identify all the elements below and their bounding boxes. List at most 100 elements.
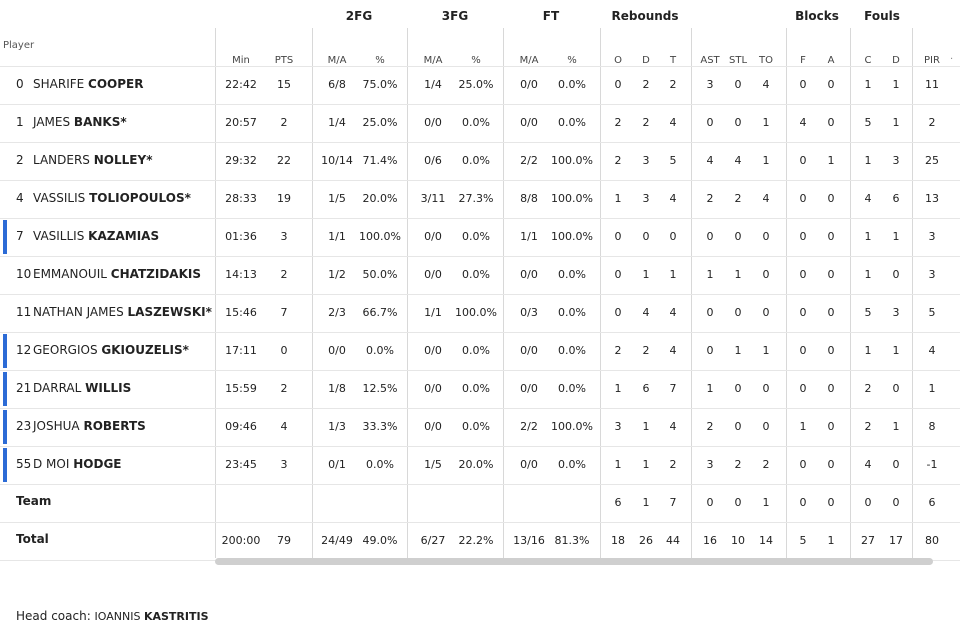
stat-cell: 2 — [706, 192, 714, 205]
column-divider — [786, 28, 787, 558]
player-number: 11 — [16, 305, 32, 319]
stat-cell: 29:32 — [225, 154, 257, 167]
stat-cell: 15:59 — [225, 382, 257, 395]
player-last-name: GKIOUZELIS* — [101, 343, 189, 357]
group-header-2fg: 2FG — [345, 9, 373, 23]
stat-cell: 0 — [799, 344, 807, 357]
player-last-name: BANKS* — [73, 115, 127, 129]
player-name-cell[interactable]: 1 JAMES BANKS* — [16, 115, 127, 129]
stat-cell: 1/4 — [424, 78, 442, 91]
column-header[interactable]: M/A — [423, 55, 443, 66]
column-header[interactable]: O — [614, 55, 622, 66]
stat-cell: 14 — [759, 534, 773, 547]
column-header[interactable]: PIR — [924, 55, 940, 66]
stat-cell: 17 — [889, 534, 903, 547]
player-name-cell[interactable]: 4 VASSILIS TOLIOPOULOS* — [16, 191, 191, 205]
column-header[interactable]: STL — [728, 55, 748, 66]
stat-cell: 0/3 — [520, 306, 538, 319]
group-header-blocks: Blocks — [795, 9, 839, 23]
stat-cell: 0/1 — [328, 458, 346, 471]
stat-cell: 3 — [280, 458, 288, 471]
column-header[interactable]: M/A — [327, 55, 347, 66]
column-divider — [407, 28, 408, 558]
column-header[interactable]: F — [800, 55, 806, 66]
player-name-cell[interactable]: 55 D MOI HODGE — [16, 457, 122, 471]
horizontal-scrollbar[interactable] — [215, 558, 933, 565]
stat-cell: 0 — [827, 268, 835, 281]
player-last-name: WILLIS — [85, 381, 132, 395]
stat-cell: 2 — [280, 268, 288, 281]
column-header[interactable]: TO — [759, 55, 773, 66]
stat-cell: 1 — [706, 268, 714, 281]
stat-cell: 4 — [799, 116, 807, 129]
stat-cell: 0 — [706, 496, 714, 509]
stat-cell: 0.0% — [462, 116, 490, 129]
stat-cell: 6/27 — [420, 534, 446, 547]
player-name-cell[interactable]: 23 JOSHUA ROBERTS — [16, 419, 146, 433]
row-divider — [0, 256, 960, 257]
stat-cell: 0.0% — [462, 154, 490, 167]
stat-cell: 0 — [706, 230, 714, 243]
stat-cell: 0.0% — [558, 306, 586, 319]
player-number: 7 — [16, 229, 24, 243]
column-header[interactable]: D — [642, 55, 650, 66]
column-divider — [912, 28, 913, 558]
stat-cell: 1/1 — [520, 230, 538, 243]
column-header[interactable]: A — [827, 55, 835, 66]
stat-cell: 6 — [642, 382, 650, 395]
column-header[interactable]: C — [864, 55, 872, 66]
stat-cell: 200:00 — [221, 534, 261, 547]
player-first-name: VASILLIS — [33, 229, 85, 243]
stat-cell: 2 — [614, 344, 622, 357]
stat-cell: 0 — [799, 230, 807, 243]
stat-cell: 27 — [861, 534, 875, 547]
stat-cell: 2 — [669, 78, 677, 91]
column-header[interactable]: PTS — [274, 55, 294, 66]
stat-cell: 0 — [706, 344, 714, 357]
column-header[interactable]: D — [892, 55, 900, 66]
stat-cell: 1/5 — [328, 192, 346, 205]
stat-cell: 4 — [669, 306, 677, 319]
column-header[interactable]: % — [471, 55, 481, 66]
stat-cell: 24/49 — [321, 534, 353, 547]
player-name-cell[interactable]: 12 GEORGIOS GKIOUZELIS* — [16, 343, 189, 357]
stat-cell: 4 — [706, 154, 714, 167]
player-first-name: D MOI — [33, 457, 70, 471]
stat-cell: 12.5% — [362, 382, 398, 395]
stat-cell: 15 — [277, 78, 291, 91]
row-divider — [0, 522, 960, 523]
stat-cell: 1 — [892, 420, 900, 433]
row-divider — [0, 180, 960, 181]
stat-cell: 1 — [642, 268, 650, 281]
player-first-name: JAMES — [33, 115, 71, 129]
player-first-name: VASSILIS — [33, 191, 86, 205]
column-header[interactable]: % — [375, 55, 385, 66]
player-name-cell[interactable]: 2 LANDERS NOLLEY* — [16, 153, 152, 167]
stat-cell: 0.0% — [558, 116, 586, 129]
player-last-name: LASZEWSKI* — [127, 305, 212, 319]
stat-cell: 2 — [642, 78, 650, 91]
column-header[interactable]: AST — [700, 55, 720, 66]
column-header[interactable]: M/A — [519, 55, 539, 66]
player-number: 55 — [16, 457, 32, 471]
group-header-rebounds: Rebounds — [611, 9, 679, 23]
stat-cell: 4 — [280, 420, 288, 433]
total-row-label: Total — [16, 532, 49, 546]
player-name-cell[interactable]: 21 DARRAL WILLIS — [16, 381, 131, 395]
player-name-cell[interactable]: 0 SHARIFE COOPER — [16, 77, 144, 91]
stat-cell: 0 — [734, 306, 742, 319]
column-header[interactable]: Min — [232, 55, 250, 66]
player-name-cell[interactable]: 7 VASILLIS KAZAMIAS — [16, 229, 159, 243]
player-first-name: GEORGIOS — [33, 343, 98, 357]
player-marker — [3, 334, 7, 368]
column-header[interactable]: % — [567, 55, 577, 66]
column-header[interactable]: T — [669, 55, 677, 66]
stat-cell: 0 — [799, 154, 807, 167]
stat-cell: 0 — [892, 268, 900, 281]
player-number: 1 — [16, 115, 24, 129]
stat-cell: 25.0% — [362, 116, 398, 129]
player-first-name: LANDERS — [33, 153, 90, 167]
player-name-cell[interactable]: 10 EMMANOUIL CHATZIDAKIS — [16, 267, 201, 281]
player-name-cell[interactable]: 11 NATHAN JAMES LASZEWSKI* — [16, 305, 212, 319]
stat-cell: 50.0% — [362, 268, 398, 281]
